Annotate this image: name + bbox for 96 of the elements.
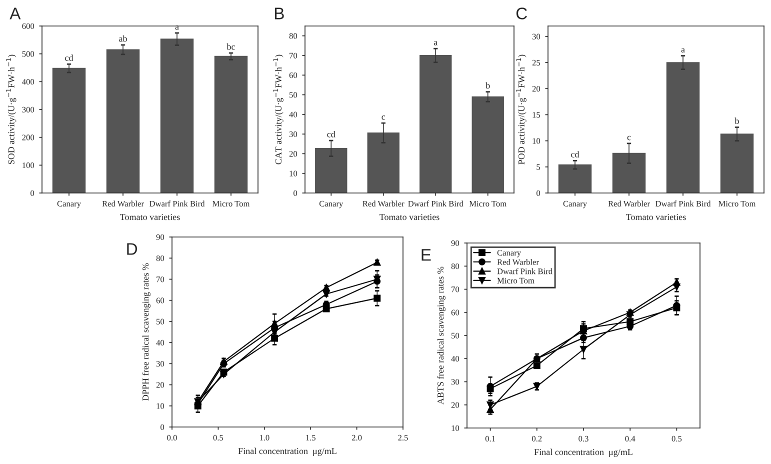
x-tick-label: Micro Tom: [212, 200, 250, 207]
y-axis-title: SOD activity/(U·g$^{−1}$FW·h$^{−1}$): [6, 54, 16, 164]
text: A: [10, 8, 21, 20]
x-tick-label: Dwarf Pink Bird: [655, 200, 711, 207]
x-tick-label: 1.0: [260, 434, 270, 441]
x-tick-label: Red Warbler: [362, 200, 404, 207]
y-tick-label: 300: [22, 106, 34, 112]
y-tick-label: 600: [22, 23, 34, 29]
y-tick-label: 0: [536, 190, 540, 196]
y-tick-label: 200: [22, 134, 34, 140]
y-axis-title: DPPH free radical scavenging rates %: [142, 263, 150, 401]
x-tick-label: 0.5: [213, 434, 224, 441]
text: C: [516, 8, 527, 20]
x-axis-title: Tomato varieties: [380, 214, 440, 220]
annotation: ab: [119, 35, 127, 42]
y-tick-label: 70: [452, 286, 460, 292]
x-tick-label: 0.5: [672, 436, 682, 442]
y-tick-label: 50: [156, 318, 164, 324]
y-tick-label: 0: [160, 424, 164, 430]
y-tick-label: 0: [30, 190, 34, 196]
text: D: [127, 243, 138, 255]
x-tick-label: 0.3: [578, 436, 588, 442]
y-tick-label: 500: [22, 51, 34, 57]
y-tick-label: 10: [290, 170, 298, 176]
x-tick-label: Canary: [319, 200, 344, 208]
x-tick-label: Canary: [57, 200, 81, 208]
x-tick-label: 0.4: [625, 436, 636, 442]
annotation: cd: [65, 54, 74, 61]
x-tick-label: 1.5: [306, 434, 316, 441]
y-tick-label: 15: [532, 112, 540, 118]
x-tick-label: Canary: [563, 200, 587, 208]
y-tick-label: 70: [156, 276, 164, 282]
annotation: cd: [327, 130, 336, 138]
legend-label: Canary: [497, 250, 522, 258]
y-tick-label: 80: [156, 255, 164, 262]
annotation: a: [434, 41, 438, 46]
annotation: b: [486, 82, 490, 89]
y-tick-label: 5: [536, 164, 540, 170]
y-tick-label: 20: [289, 151, 298, 157]
annotation: b: [734, 118, 739, 124]
annotation: a: [681, 48, 685, 53]
y-tick-label: 60: [289, 72, 298, 78]
y-axis-title: ABTS free radical scavenging rates %: [437, 266, 446, 404]
legend-label: Micro Tom: [497, 278, 534, 284]
x-tick-label: 2.0: [352, 434, 362, 441]
y-tick-label: 50: [290, 92, 298, 98]
y-tick-label: 80: [451, 263, 460, 270]
legend-label: Red Warbler: [497, 259, 539, 265]
x-axis-title: Tomato varieties: [120, 214, 180, 220]
y-tick-label: 30: [156, 361, 164, 367]
y-tick-label: 40: [451, 356, 460, 362]
y-tick-label: 40: [289, 112, 298, 118]
x-tick-label: Micro Tom: [469, 200, 506, 207]
y-tick-label: 400: [22, 79, 34, 85]
x-axis-title: Tomato varieties: [626, 214, 686, 220]
y-tick-label: 25: [532, 60, 540, 66]
y-tick-label: 20: [532, 86, 540, 92]
y-tick-label: 100: [22, 162, 34, 168]
x-tick-label: 0.2: [532, 436, 542, 442]
y-tick-label: 80: [289, 33, 298, 39]
x-tick-label: 0.1: [485, 436, 496, 442]
y-tick-label: 30: [289, 131, 298, 138]
annotation: c: [627, 136, 631, 140]
x-axis-title: Final concentration μg/mL: [238, 448, 336, 456]
y-tick-label: 30: [532, 34, 540, 40]
y-tick-label: 60: [451, 310, 460, 316]
x-tick-label: Dwarf Pink Bird: [408, 200, 464, 207]
annotation: c: [382, 115, 386, 120]
y-axis-title: POD activity/(U·g$^{−1}$FW·h$^{−1}$): [516, 54, 526, 164]
y-tick-label: 70: [290, 52, 298, 58]
annotation: cd: [571, 151, 580, 158]
x-tick-label: Dwarf Pink Bird: [149, 200, 205, 207]
y-tick-label: 20: [156, 382, 164, 388]
y-axis-title: CAT activity/(U·g$^{−1}$FW·h$^{−1}$): [273, 54, 284, 164]
y-tick-label: 40: [156, 340, 164, 346]
annotation: bc: [226, 43, 235, 50]
y-tick-label: 10: [156, 403, 164, 409]
y-tick-label: 10: [452, 425, 460, 431]
y-tick-label: 0: [294, 190, 298, 196]
x-axis-title: Final concentration μg/mL: [534, 448, 632, 457]
y-tick-label: 10: [532, 138, 540, 144]
y-tick-label: 20: [451, 402, 460, 408]
annotation: a: [175, 25, 179, 30]
y-tick-label: 90: [451, 240, 460, 246]
y-tick-label: 50: [452, 332, 460, 338]
x-tick-label: 2.5: [398, 434, 408, 441]
y-tick-label: 30: [451, 379, 460, 385]
text: E: [422, 249, 431, 261]
x-tick-label: Red Warbler: [102, 200, 144, 207]
y-tick-label: 60: [156, 298, 164, 304]
x-tick-label: Red Warbler: [608, 200, 650, 207]
text: B: [275, 8, 284, 20]
legend-label: Dwarf Pink Bird: [497, 268, 552, 274]
y-tick-label: 90: [156, 234, 164, 240]
x-tick-label: 0.0: [167, 434, 177, 441]
x-tick-label: Micro Tom: [718, 200, 756, 207]
